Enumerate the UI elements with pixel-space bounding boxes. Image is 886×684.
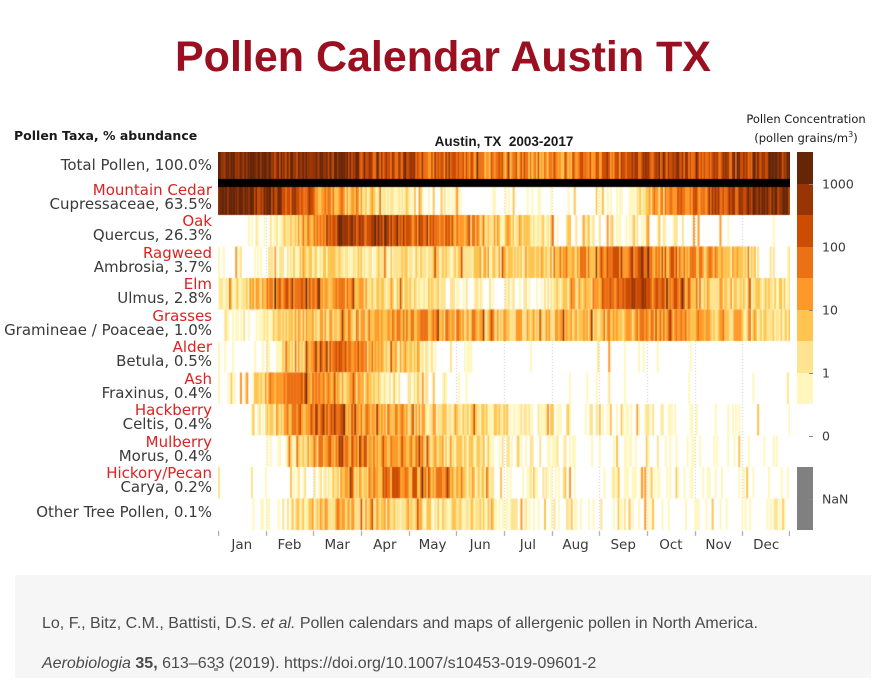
colorbar-segment [797, 183, 813, 215]
colorbar-tick-mark [809, 183, 813, 185]
citation-segment: 613–633 (2019). [157, 655, 284, 672]
colorbar-title: Pollen Concentration (pollen grains/m3) [726, 111, 886, 146]
citation-segment: Lo, F., Bitz, C.M., Battisti, D.S. [42, 615, 261, 632]
citation-segment: Aerobiologia [42, 655, 131, 672]
citation-box: Lo, F., Bitz, C.M., Battisti, D.S. et al… [15, 575, 871, 678]
month-label: Jun [469, 537, 491, 553]
taxa-scientific-name: Ambrosia, 3.7% [93, 257, 212, 276]
taxa-row: Hackberry Celtis, 0.4% [0, 402, 212, 434]
taxa-common-name: Elm [183, 275, 212, 294]
taxa-common-name: Ragweed [142, 243, 212, 262]
taxa-row: Mountain Cedar Cupressaceae, 63.5% [0, 182, 212, 214]
month-label: Oct [659, 537, 683, 553]
taxa-common-name: Mountain Cedar [92, 180, 212, 199]
taxa-scientific-name: Carya, 0.2% [120, 478, 212, 497]
colorbar-tick-label: NaN [822, 491, 849, 506]
taxa-scientific-name: Betula, 0.5% [116, 352, 212, 371]
colorbar-segment [797, 467, 813, 530]
taxa-row: Alder Betula, 0.5% [0, 339, 212, 371]
month-label: Mar [324, 537, 350, 553]
taxa-common-name: Oak [182, 212, 212, 231]
colorbar-segment [797, 278, 813, 310]
colorbar-title-line1: Pollen Concentration [746, 112, 866, 126]
doi-link[interactable]: https://doi.org/10.1007/s10453-019-09601… [283, 655, 597, 672]
taxa-scientific-name: Celtis, 0.4% [122, 415, 212, 434]
pollen-heatmap [218, 152, 790, 537]
colorbar-segment [797, 152, 813, 184]
taxa-scientific-name: Gramineae / Poaceae, 1.0% [4, 320, 212, 339]
month-label: Jan [231, 537, 253, 553]
colorbar-segment [797, 246, 813, 278]
colorbar-segment [797, 372, 813, 404]
citation-segment: 35, [135, 655, 158, 672]
taxa-row: Mulberry Morus, 0.4% [0, 434, 212, 466]
month-label: Aug [562, 537, 589, 553]
citation-text: Lo, F., Bitz, C.M., Battisti, D.S. et al… [15, 591, 871, 684]
month-label: Jul [519, 537, 537, 553]
month-label: Apr [373, 537, 397, 553]
colorbar-tick-label: 1000 [822, 176, 854, 191]
taxa-scientific-name: Fraxinus, 0.4% [101, 383, 212, 402]
colorbar-tick-label: 100 [822, 239, 846, 254]
month-label: May [418, 537, 447, 553]
month-axis: Jan Feb Mar Apr May Jun Jul Aug Sep Oct Nov Dec [218, 537, 790, 553]
colorbar-tick-label: 10 [822, 302, 838, 317]
colorbar-tick-label: 1 [822, 365, 830, 380]
taxa-scientific-name: Total Pollen, 100.0% [60, 156, 212, 175]
citation-segment: Pollen calendars and maps of allergenic … [295, 615, 758, 632]
page-title: Pollen Calendar Austin TX [175, 33, 711, 81]
colorbar-tick-mark [809, 435, 813, 437]
colorbar-tick-mark [809, 372, 813, 374]
colorbar [797, 152, 813, 530]
taxa-row: Other Tree Pollen, 0.1% [0, 497, 212, 529]
month-label: Dec [753, 537, 780, 553]
colorbar-tick-label: 0 [822, 428, 830, 443]
taxa-row: Ragweed Ambrosia, 3.7% [0, 245, 212, 277]
taxa-common-name: Hackberry [134, 401, 212, 420]
colorbar-tick-mark [809, 246, 813, 248]
taxa-row: Grasses Gramineae / Poaceae, 1.0% [0, 308, 212, 340]
taxa-row: Total Pollen, 100.0% [0, 150, 212, 182]
colorbar-segment [797, 309, 813, 341]
clipped-text-fragment [214, 668, 218, 671]
month-label: Nov [705, 537, 732, 553]
citation-segment: et al. [260, 615, 296, 632]
colorbar-tick-mark [809, 498, 813, 500]
colorbar-unit: (pollen grains/m3) [754, 130, 858, 145]
taxa-common-name: Ash [184, 369, 212, 388]
colorbar-segment [797, 341, 813, 373]
colorbar-segment [797, 215, 813, 247]
taxa-scientific-name: Other Tree Pollen, 0.1% [36, 502, 212, 521]
chart-title: Austin, TX 2003-2017 [434, 134, 574, 149]
colorbar-tick-mark [809, 309, 813, 311]
taxa-row: Elm Ulmus, 2.8% [0, 276, 212, 308]
taxa-row: Hickory/Pecan Carya, 0.2% [0, 465, 212, 497]
taxa-common-name: Alder [172, 338, 212, 357]
taxa-scientific-name: Cupressaceae, 63.5% [49, 194, 212, 213]
taxa-row: Oak Quercus, 26.3% [0, 213, 212, 245]
taxa-labels: Total Pollen, 100.0% Mountain Cedar Cupres… [0, 152, 212, 530]
taxa-scientific-name: Ulmus, 2.8% [117, 289, 212, 308]
taxa-common-name: Hickory/Pecan [106, 464, 212, 483]
taxa-scientific-name: Morus, 0.4% [118, 446, 212, 465]
taxa-common-name: Grasses [152, 306, 212, 325]
month-label: Sep [610, 537, 636, 553]
month-label: Feb [277, 537, 302, 553]
colorbar-segment [797, 404, 813, 467]
taxa-common-name: Mulberry [145, 432, 212, 451]
taxa-scientific-name: Quercus, 26.3% [92, 226, 212, 245]
taxa-row: Ash Fraxinus, 0.4% [0, 371, 212, 403]
pollen-taxa-header: Pollen Taxa, % abundance [14, 128, 198, 143]
